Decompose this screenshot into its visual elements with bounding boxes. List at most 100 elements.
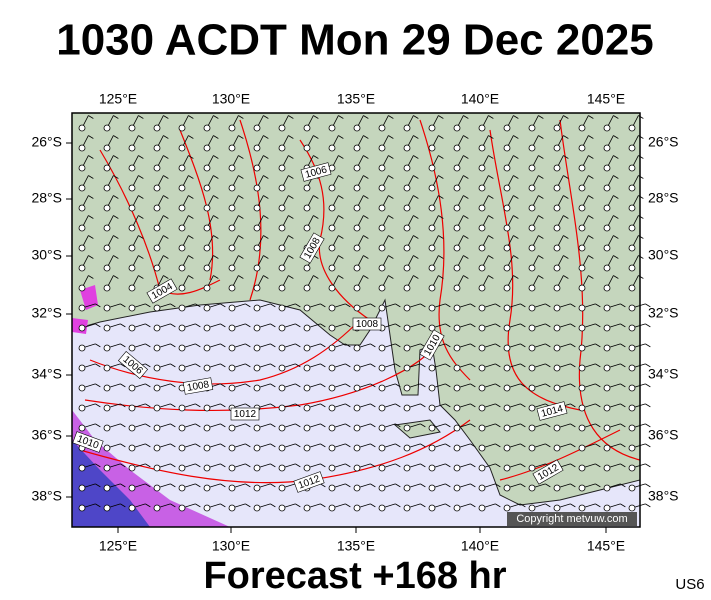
barb-flag bbox=[188, 215, 194, 219]
barb-shaft bbox=[358, 195, 364, 206]
barb-shaft bbox=[483, 235, 489, 246]
barb-flag bbox=[263, 115, 269, 119]
barb-flag bbox=[263, 135, 269, 139]
barb-flag bbox=[338, 115, 344, 119]
barb-station bbox=[128, 384, 136, 392]
barb-shaft bbox=[633, 115, 639, 126]
wind-barb bbox=[253, 215, 269, 232]
barb-station bbox=[528, 164, 536, 172]
barb-shaft bbox=[334, 323, 346, 328]
wind-barb bbox=[428, 423, 451, 432]
barb-shaft bbox=[434, 303, 446, 308]
barb-flag bbox=[88, 135, 94, 139]
barb-station bbox=[403, 224, 411, 232]
barb-station bbox=[478, 424, 486, 432]
wind-barb bbox=[528, 195, 544, 212]
wind-barb bbox=[478, 363, 501, 372]
barb-flag bbox=[320, 363, 326, 368]
barb-flag bbox=[120, 483, 126, 488]
wind-barb bbox=[453, 503, 476, 512]
barb-shaft bbox=[234, 423, 246, 428]
barb-station bbox=[228, 244, 236, 252]
wind-barb bbox=[203, 363, 226, 372]
barb-shaft bbox=[559, 423, 571, 428]
barb-shaft bbox=[108, 155, 114, 166]
barb-shaft bbox=[583, 195, 589, 206]
barb-station bbox=[553, 324, 561, 332]
barb-station bbox=[453, 304, 461, 312]
wind-barb bbox=[403, 135, 419, 152]
barb-shaft bbox=[458, 275, 464, 286]
barb-shaft bbox=[384, 383, 396, 388]
barb-station bbox=[478, 484, 486, 492]
barb-station bbox=[253, 484, 261, 492]
barb-flag bbox=[288, 215, 294, 219]
barb-shaft bbox=[584, 403, 596, 408]
wind-barb bbox=[78, 403, 101, 412]
barb-flag bbox=[613, 195, 619, 199]
barb-station bbox=[453, 484, 461, 492]
barb-flag bbox=[170, 303, 176, 308]
barb-flag bbox=[613, 255, 619, 259]
wind-barb bbox=[78, 343, 101, 352]
barb-station bbox=[378, 384, 386, 392]
barb-shaft bbox=[583, 255, 589, 266]
barb-shaft bbox=[309, 403, 321, 408]
barb-station bbox=[228, 364, 236, 372]
wind-barb bbox=[228, 255, 244, 272]
barb-shaft bbox=[409, 303, 421, 308]
barb-station bbox=[503, 284, 511, 292]
barb-station bbox=[528, 184, 536, 192]
barb-flag bbox=[138, 175, 144, 179]
barb-shaft bbox=[359, 403, 371, 408]
barb-station bbox=[478, 324, 486, 332]
barb-shaft bbox=[433, 255, 439, 266]
barb-shaft bbox=[159, 363, 171, 368]
barb-station bbox=[628, 184, 636, 192]
barb-flag bbox=[620, 343, 626, 348]
barb-flag bbox=[495, 423, 501, 428]
barb-shaft bbox=[309, 323, 321, 328]
barb-station bbox=[203, 144, 211, 152]
barb-station bbox=[253, 464, 261, 472]
barb-shaft bbox=[84, 423, 96, 428]
lat-label-left: 36°S bbox=[31, 427, 62, 443]
wind-barb bbox=[553, 155, 569, 172]
barb-flag bbox=[563, 235, 569, 239]
barb-station bbox=[353, 344, 361, 352]
wind-barb bbox=[253, 235, 269, 252]
barb-station bbox=[353, 264, 361, 272]
barb-shaft bbox=[408, 155, 414, 166]
wind-barb bbox=[328, 323, 351, 332]
wind-barb bbox=[278, 343, 301, 352]
barb-station bbox=[578, 164, 586, 172]
barb-shaft bbox=[483, 175, 489, 186]
wind-barb bbox=[553, 503, 576, 512]
barb-flag bbox=[420, 503, 426, 508]
barb-shaft bbox=[109, 323, 121, 328]
lat-label-right: 26°S bbox=[648, 134, 679, 150]
barb-station bbox=[428, 304, 436, 312]
barb-flag bbox=[220, 383, 226, 388]
barb-flag bbox=[438, 235, 444, 239]
wind-barb bbox=[128, 255, 144, 272]
barb-shaft bbox=[184, 463, 196, 468]
wind-barb bbox=[253, 343, 276, 352]
barb-station bbox=[453, 144, 461, 152]
barb-station bbox=[528, 464, 536, 472]
wind-barb bbox=[378, 175, 394, 192]
barb-station bbox=[278, 204, 286, 212]
barb-flag bbox=[395, 503, 401, 508]
wind-barb bbox=[303, 423, 326, 432]
wind-barb bbox=[78, 483, 101, 492]
barb-station bbox=[603, 504, 611, 512]
barb-station bbox=[278, 444, 286, 452]
wind-barb bbox=[153, 503, 176, 512]
wind-barb bbox=[203, 235, 219, 252]
barb-flag bbox=[88, 115, 94, 119]
barb-station bbox=[528, 244, 536, 252]
barb-shaft bbox=[533, 155, 539, 166]
barb-flag bbox=[463, 255, 469, 259]
wind-barb bbox=[228, 275, 244, 292]
barb-flag bbox=[620, 463, 626, 468]
